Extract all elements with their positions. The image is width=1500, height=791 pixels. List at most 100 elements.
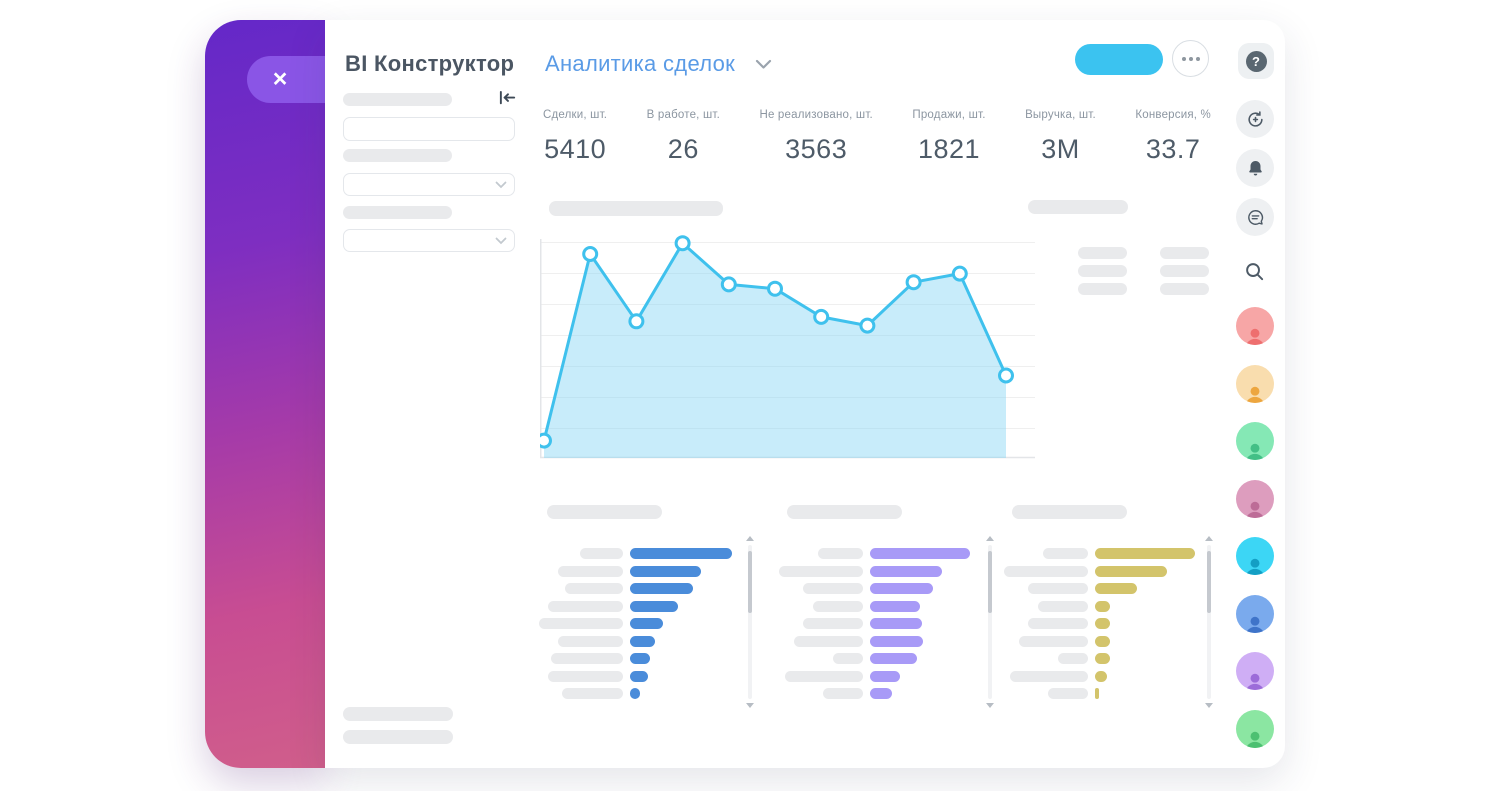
funnel-row (778, 548, 970, 559)
scrollbar-thumb[interactable] (748, 551, 752, 613)
funnel-scrollbar[interactable] (984, 536, 996, 708)
chart-subtitle-skeleton (1028, 200, 1128, 214)
user-avatar[interactable] (1236, 479, 1274, 518)
data-point-marker (674, 235, 691, 252)
chevron-down-icon (495, 237, 507, 244)
user-icon (1246, 501, 1264, 518)
left-drawer-panel: × (205, 20, 325, 768)
dashboard-selector[interactable]: Аналитика сделок (545, 51, 772, 77)
sidebar-label-skeleton (343, 93, 452, 106)
funnel-bar (870, 583, 933, 594)
scroll-up-icon[interactable] (1205, 536, 1213, 541)
funnel-chart-blue (538, 505, 768, 740)
funnel-bar (870, 548, 970, 559)
user-avatar[interactable] (1236, 594, 1274, 633)
filter-select[interactable] (343, 229, 515, 252)
funnel-bar (870, 653, 917, 664)
user-avatar[interactable] (1236, 364, 1274, 403)
chat-button[interactable] (1236, 198, 1274, 236)
scrollbar-track[interactable] (1207, 545, 1211, 699)
close-button[interactable]: × (247, 56, 325, 103)
funnel-row (538, 583, 732, 594)
funnel-bar (630, 618, 663, 629)
funnel-row (538, 548, 732, 559)
funnel-bar (630, 583, 693, 594)
funnel-bar (870, 600, 920, 612)
funnel-bar (1095, 600, 1110, 612)
scroll-down-icon[interactable] (746, 703, 754, 708)
funnel-bar (1095, 583, 1137, 594)
user-avatar[interactable] (1236, 709, 1274, 748)
funnel-row (1003, 583, 1195, 594)
funnel-bar (630, 670, 648, 682)
chart-legend-skeleton (1078, 247, 1127, 295)
funnel-label-skeleton (1010, 670, 1088, 682)
notifications-button[interactable] (1236, 149, 1274, 187)
sync-icon (1247, 110, 1263, 127)
scroll-up-icon[interactable] (746, 536, 754, 541)
scrollbar-thumb[interactable] (988, 551, 992, 613)
data-point-marker (582, 246, 599, 262)
funnel-label-skeleton (551, 653, 623, 664)
funnel-scrollbar[interactable] (744, 536, 756, 708)
user-avatar[interactable] (1236, 537, 1274, 575)
funnel-chart-yellow (1003, 505, 1233, 740)
filter-select[interactable] (343, 173, 515, 196)
funnel-row (1003, 600, 1195, 612)
ellipsis-icon (1181, 56, 1200, 61)
funnel-title-skeleton (547, 505, 662, 519)
user-icon (1246, 673, 1264, 690)
scroll-down-icon[interactable] (986, 703, 994, 708)
scrollbar-track[interactable] (748, 545, 752, 699)
funnel-bar (870, 635, 923, 647)
data-point-marker (720, 276, 737, 293)
funnel-row (778, 565, 970, 577)
funnel-row (778, 583, 970, 594)
funnel-label-skeleton (823, 688, 863, 699)
area-fill (544, 243, 1006, 458)
scroll-up-icon[interactable] (986, 536, 994, 541)
scrollbar-thumb[interactable] (1207, 551, 1211, 613)
funnel-label-skeleton (548, 600, 623, 612)
primary-action-button[interactable] (1075, 44, 1163, 75)
funnel-scrollbar[interactable] (1203, 536, 1215, 708)
user-avatar[interactable] (1236, 307, 1274, 345)
chart-legend-skeleton (1160, 247, 1209, 295)
collapse-left-icon (499, 90, 515, 105)
funnel-label-skeleton (785, 670, 863, 682)
funnel-bar (870, 565, 942, 577)
bell-icon (1248, 160, 1262, 175)
help-button[interactable]: ? (1238, 43, 1274, 79)
refresh-button[interactable] (1236, 100, 1274, 138)
funnel-label-skeleton (1028, 618, 1088, 629)
funnel-title-skeleton (787, 505, 902, 519)
search-button[interactable] (1243, 260, 1266, 286)
user-avatar[interactable] (1236, 422, 1274, 460)
collapse-sidebar-button[interactable] (494, 87, 520, 111)
funnel-row (1003, 548, 1195, 559)
user-icon (1246, 731, 1264, 748)
funnel-row (1003, 688, 1195, 699)
scrollbar-track[interactable] (988, 545, 992, 699)
funnel-row (1003, 618, 1195, 629)
scroll-down-icon[interactable] (1205, 703, 1213, 708)
funnel-bar (1095, 565, 1167, 577)
data-point-marker (905, 274, 922, 291)
funnel-row (778, 653, 970, 664)
filter-text-input[interactable] (343, 117, 515, 141)
funnel-bar (1095, 653, 1110, 664)
funnel-label-skeleton (1043, 548, 1088, 559)
funnel-label-skeleton (562, 688, 623, 699)
kpi-not-realized: Не реализовано, шт. 3563 (759, 109, 873, 164)
funnel-bar (630, 688, 640, 699)
funnel-bar (1095, 548, 1195, 559)
funnel-chart-purple (778, 505, 1008, 740)
more-options-button[interactable] (1172, 40, 1209, 77)
data-point-marker (859, 317, 876, 334)
funnel-row (778, 670, 970, 682)
data-point-marker (998, 367, 1014, 384)
user-avatar[interactable] (1236, 652, 1274, 690)
chart-title-skeleton (549, 201, 723, 216)
funnel-label-skeleton (818, 548, 863, 559)
